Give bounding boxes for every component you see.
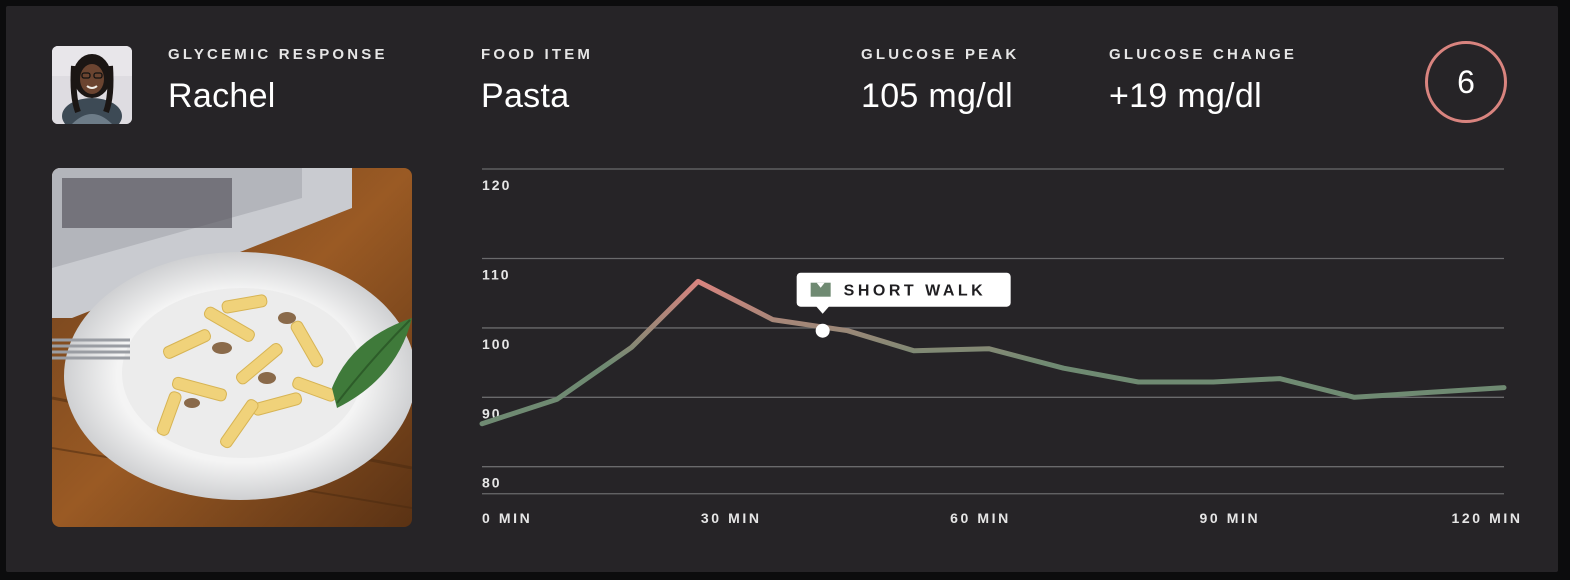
annotation-box [796,272,1011,307]
person-name: Rachel [168,77,276,115]
grid-lines [482,168,1504,495]
glucose-series-line [479,278,1507,427]
glucose-peak-label: GLUCOSE PEAK [861,46,1020,63]
glucose-peak-value: 105 mg/dl [861,77,1014,115]
x-tick-label: 90 MIN [1199,510,1260,526]
glucose-change-label: GLUCOSE CHANGE [1109,46,1298,63]
walk-flag-icon-notch [816,282,825,288]
glucose-change-stat: GLUCOSE CHANGE +19 mg/dl [1109,46,1297,116]
annotation-pointer [815,305,830,314]
x-tick-label: 30 MIN [701,510,762,526]
glucose-change-value: +19 mg/dl [1109,77,1262,115]
x-tick-labels: 0 MIN 30 MIN 60 MIN 90 MIN 120 MIN [482,510,1520,526]
score-badge: 6 [1425,41,1507,123]
x-tick-label: 120 MIN [1452,510,1520,526]
glucose-peak-stat: GLUCOSE PEAK 105 mg/dl [861,46,1019,116]
y-tick-label: 110 [482,267,511,283]
food-item-label: FOOD ITEM [481,46,594,63]
x-tick-label: 0 MIN [482,510,532,526]
x-tick-label: 60 MIN [950,510,1011,526]
glycemic-response-stat: GLYCEMIC RESPONSE Rachel [168,46,388,116]
food-item-value: Pasta [481,77,570,115]
pasta-photo [52,168,412,527]
walk-flag-icon-body [810,282,831,297]
walk-flag-icon [810,282,831,297]
y-tick-label: 100 [482,336,511,352]
annotation-label: SHORT WALK [844,283,987,300]
avatar [52,46,132,124]
food-photo [52,168,412,527]
person-photo [52,46,132,124]
short-walk-annotation: SHORT WALK [796,272,1011,338]
glycemic-response-label: GLYCEMIC RESPONSE [168,46,388,63]
food-item-stat: FOOD ITEM Pasta [481,46,593,116]
annotation-point [815,323,830,338]
y-tick-label: 80 [482,475,502,491]
y-tick-label: 120 [482,177,511,193]
